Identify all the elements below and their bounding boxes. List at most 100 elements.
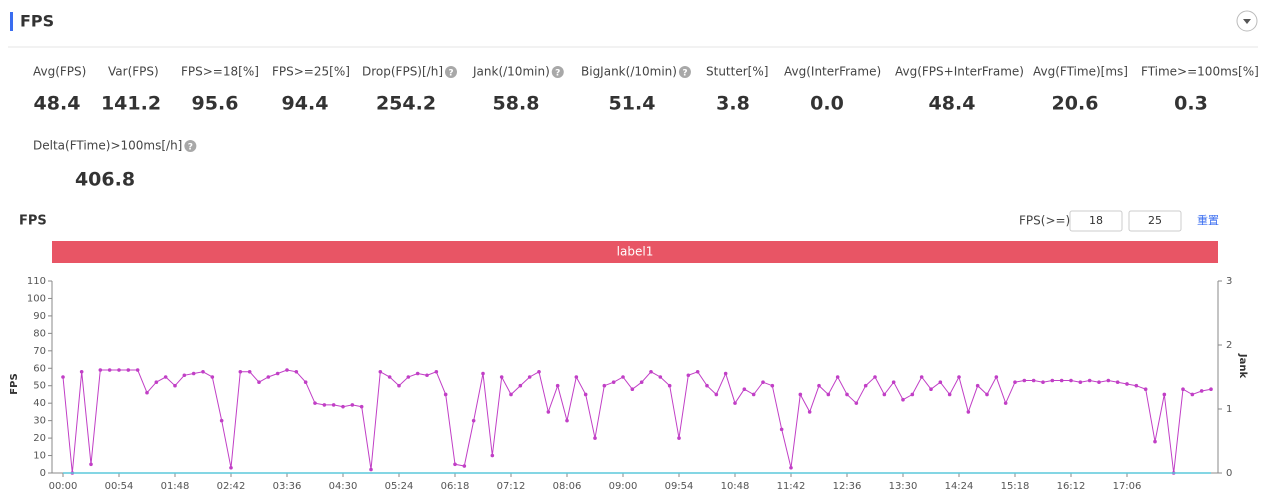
point <box>107 368 112 372</box>
point <box>359 404 364 409</box>
point <box>313 401 317 405</box>
metric-value: 254.2 <box>376 93 436 115</box>
threshold-high-input[interactable] <box>1128 210 1182 232</box>
help-icon-glyph: ? <box>682 69 687 79</box>
y-tick-label: 110 <box>27 276 46 287</box>
point <box>303 380 308 385</box>
y2-tick-label: 2 <box>1226 340 1232 351</box>
point <box>145 390 149 395</box>
point <box>546 410 551 414</box>
reset-button[interactable]: 重置 <box>1197 213 1219 227</box>
y-tick-label: 80 <box>33 328 46 339</box>
y-tick-label: 50 <box>33 381 46 392</box>
y2-tick-label: 3 <box>1226 276 1232 287</box>
band-label: label1 <box>617 245 654 259</box>
x-tick-label: 00:00 <box>49 481 78 492</box>
point <box>98 368 103 372</box>
point <box>387 375 392 379</box>
point <box>1153 439 1157 444</box>
x-tick-label: 08:06 <box>553 481 582 492</box>
point <box>863 383 868 388</box>
metric-value: 0.3 <box>1174 93 1208 115</box>
metric-label: FPS>=18[%] <box>181 65 259 79</box>
point <box>1087 378 1092 383</box>
point <box>882 392 887 397</box>
metric-value: 51.4 <box>609 93 656 115</box>
label-band <box>52 241 1218 263</box>
x-tick-label: 09:54 <box>665 481 694 492</box>
x-tick-label: 13:30 <box>889 481 918 492</box>
x-tick-label: 03:36 <box>273 481 302 492</box>
point <box>1190 392 1195 397</box>
x-tick-label: 17:06 <box>1113 481 1142 492</box>
point <box>929 387 933 392</box>
point <box>490 453 495 458</box>
point <box>658 375 663 379</box>
point <box>182 373 187 378</box>
point <box>938 380 943 385</box>
help-icon <box>678 66 691 78</box>
point <box>667 383 672 388</box>
point <box>453 462 457 467</box>
metric-label: Stutter[%] <box>706 65 768 79</box>
point <box>985 392 989 397</box>
x-tick-label: 04:30 <box>329 481 358 492</box>
x-tick-label: 11:42 <box>777 481 806 492</box>
point <box>1059 378 1064 383</box>
metric-value: 406.8 <box>75 169 135 191</box>
point <box>639 380 644 385</box>
point <box>434 369 439 374</box>
point <box>135 368 140 372</box>
point <box>219 418 224 423</box>
y-tick-label: 60 <box>33 363 46 374</box>
point <box>555 383 560 388</box>
point <box>154 380 159 385</box>
point <box>742 387 747 392</box>
point <box>1106 378 1111 383</box>
y-tick-label: 40 <box>33 398 46 409</box>
point <box>910 392 915 397</box>
threshold-high: 25 <box>1148 214 1162 227</box>
point <box>350 403 355 407</box>
point <box>854 401 859 405</box>
point <box>835 375 840 379</box>
metric-value: 0.0 <box>810 93 844 115</box>
chart: 0 10 20 30 40 50 60 70 80 90 100 110 0 1 2 3 FPS Jank 00:0… <box>9 276 1248 492</box>
point <box>593 436 597 440</box>
help-icon-glyph: ? <box>188 143 193 153</box>
point <box>173 383 177 388</box>
point <box>406 375 411 379</box>
help-icon-glyph: ? <box>555 69 560 79</box>
point <box>789 465 793 470</box>
point <box>1013 380 1017 385</box>
point <box>574 375 579 379</box>
point <box>695 369 700 374</box>
point <box>1069 378 1073 383</box>
point <box>1209 387 1213 392</box>
metric-label: FPS>=25[%] <box>272 65 350 79</box>
point <box>901 397 905 402</box>
y-tick-label: 90 <box>33 311 46 322</box>
y-tick-label: 0 <box>40 468 46 479</box>
point <box>61 375 65 379</box>
threshold-low-input[interactable] <box>1069 210 1123 232</box>
point <box>723 371 728 376</box>
threshold-label: FPS(>=) <box>1019 214 1070 228</box>
point <box>994 375 999 379</box>
point <box>285 368 289 372</box>
point <box>826 392 831 397</box>
point <box>471 418 476 423</box>
y2-axis-label: Jank <box>1237 353 1248 379</box>
metric-value: 20.6 <box>1052 93 1099 115</box>
metric-label: Var(FPS) <box>108 65 159 79</box>
x-tick-label: 15:18 <box>1001 481 1030 492</box>
point <box>369 467 373 472</box>
collapse-button[interactable] <box>1236 10 1258 32</box>
point <box>733 401 737 405</box>
x-tick-label: 01:48 <box>161 481 190 492</box>
help-icon <box>445 66 457 78</box>
point <box>341 404 345 409</box>
point <box>191 371 196 376</box>
point <box>817 383 821 388</box>
point <box>117 368 121 372</box>
